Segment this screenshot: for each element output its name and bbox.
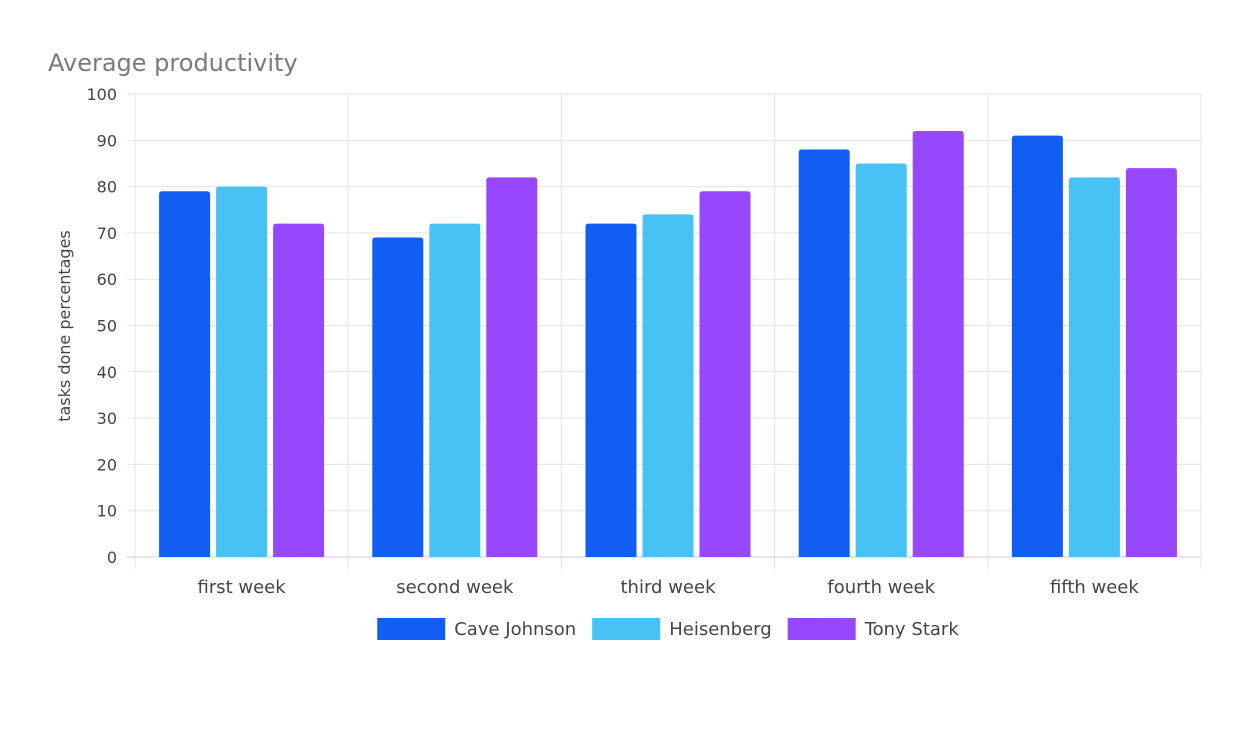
bar: [273, 223, 325, 557]
chart-title: Average productivity: [48, 49, 298, 77]
bars: [159, 131, 1177, 558]
x-tick-label: first week: [197, 577, 286, 598]
bar: [912, 131, 964, 558]
x-tick-label: second week: [396, 577, 514, 598]
bar: [372, 237, 424, 557]
x-tick-label: third week: [621, 577, 717, 598]
y-tick-label: 60: [97, 270, 117, 289]
bar: [1125, 168, 1177, 557]
legend-label[interactable]: Heisenberg: [669, 619, 771, 640]
legend-label[interactable]: Tony Stark: [864, 619, 960, 640]
y-tick-label: 40: [97, 363, 117, 382]
bar: [699, 191, 751, 558]
y-tick-label: 0: [107, 548, 117, 567]
bar: [1068, 177, 1120, 557]
bar: [216, 186, 268, 557]
legend: Cave Johnson Heisenberg Tony Stark: [377, 618, 959, 640]
y-tick-label: 70: [97, 224, 117, 243]
legend-swatch[interactable]: [592, 618, 661, 640]
legend-swatch[interactable]: [377, 618, 446, 640]
bar: [159, 191, 211, 558]
y-tick-label: 20: [97, 455, 117, 474]
legend-swatch[interactable]: [787, 618, 856, 640]
x-tick-label: fifth week: [1050, 577, 1139, 598]
bar: [798, 149, 850, 557]
bar: [429, 223, 481, 557]
y-axis-title: tasks done percentages: [55, 230, 74, 422]
y-tick-label: 80: [97, 178, 117, 197]
bar: [585, 223, 637, 557]
y-tick-label: 90: [97, 131, 117, 150]
x-axis-ticks: first week second week third week fourth we…: [197, 577, 1139, 598]
bar: [1011, 135, 1063, 558]
bar: [642, 214, 694, 557]
y-tick-label: 30: [97, 409, 117, 428]
y-tick-label: 10: [97, 502, 117, 521]
y-tick-label: 50: [97, 317, 117, 336]
x-tick-label: fourth week: [827, 577, 935, 598]
bar: [486, 177, 538, 557]
y-tick-label: 100: [86, 85, 117, 104]
legend-label[interactable]: Cave Johnson: [454, 619, 576, 640]
bar: [855, 163, 907, 557]
y-axis-ticks: 0 10 20 30 40 50 60 70 80 90 100: [86, 85, 117, 567]
